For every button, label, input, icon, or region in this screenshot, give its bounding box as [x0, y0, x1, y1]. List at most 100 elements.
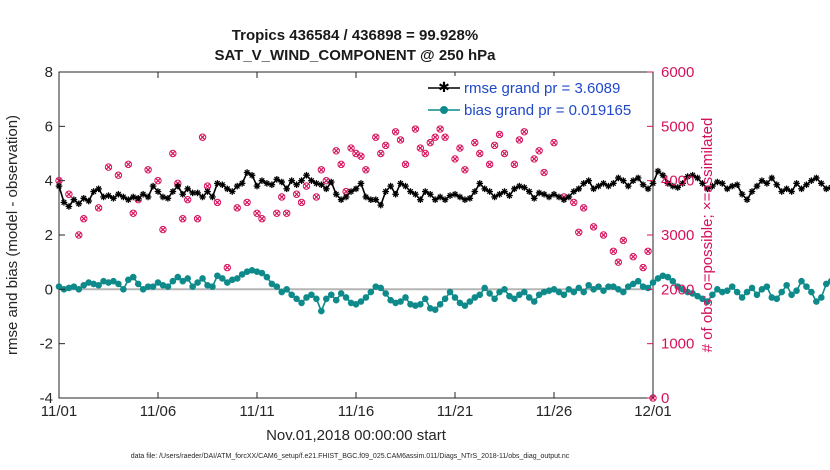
star-stroke	[684, 173, 691, 180]
star-stroke	[313, 180, 320, 187]
star-stroke	[368, 196, 374, 203]
obs-possible-point	[391, 128, 400, 136]
obs-assimilated-point	[80, 215, 87, 222]
obs-assimilated-point	[318, 166, 325, 173]
bias-point	[273, 283, 281, 290]
bias-point	[154, 279, 162, 286]
bias-point	[318, 307, 325, 315]
star-stroke	[551, 191, 557, 198]
obs-assimilated-stroke	[452, 156, 458, 162]
obs-possible-point	[382, 141, 390, 150]
rmse-point	[174, 182, 182, 190]
rmse-point	[733, 181, 741, 189]
rmse-point	[362, 193, 370, 201]
star-stroke	[170, 188, 176, 195]
bias-point	[699, 295, 706, 303]
obs-possible-point	[599, 231, 608, 239]
star-stroke	[457, 194, 463, 200]
obs-assimilated-stroke	[551, 139, 557, 146]
obs-assimilated-point	[392, 128, 399, 135]
star-stroke	[90, 188, 97, 195]
star-stroke	[293, 181, 300, 188]
rmse-point	[179, 190, 187, 198]
bias-point	[496, 288, 503, 296]
rmse-point	[560, 196, 568, 203]
obs-assimilated-stroke	[486, 161, 493, 168]
bias-point	[431, 306, 439, 314]
obs-assimilated-stroke	[476, 150, 483, 157]
obs-possible-point	[80, 215, 88, 223]
bias-point	[149, 283, 157, 290]
bias-point	[461, 302, 469, 309]
obs-assimilated-point	[283, 210, 290, 217]
star-stroke	[595, 183, 602, 189]
obs-assimilated-point	[259, 215, 265, 222]
bias-point	[763, 283, 771, 290]
data-series	[55, 167, 830, 315]
obs-assimilated-stroke	[155, 177, 161, 184]
obs-assimilated-stroke	[580, 205, 587, 211]
star-stroke	[516, 183, 523, 189]
obs-possible-point	[253, 209, 261, 217]
rmse-point	[60, 199, 68, 206]
obs-assimilated-stroke	[115, 172, 122, 179]
bias-point	[530, 298, 538, 305]
star-stroke	[417, 196, 424, 203]
obs-possible-point	[416, 144, 425, 152]
obs-assimilated-point	[536, 147, 542, 154]
bias-point	[624, 283, 632, 290]
star-stroke	[269, 181, 275, 188]
obs-assimilated-stroke	[363, 166, 369, 173]
obs-assimilated-point	[551, 139, 557, 146]
star-stroke	[66, 203, 72, 210]
star-stroke	[764, 180, 770, 187]
obs-assimilated-point	[511, 161, 518, 168]
obs-possible-point	[515, 136, 524, 144]
rmse-point	[748, 188, 756, 195]
bias-point	[268, 280, 276, 288]
bias-point	[134, 280, 142, 288]
bias-point	[139, 286, 147, 293]
rmse-point	[654, 167, 662, 175]
bias-point	[377, 284, 385, 292]
bias-point	[209, 283, 216, 290]
obs-assimilated-stroke	[273, 210, 280, 217]
star-stroke	[462, 196, 468, 203]
obs-assimilated-stroke	[397, 137, 404, 143]
bias-point	[367, 288, 375, 296]
obs-assimilated-stroke	[199, 134, 206, 141]
obs-assimilated-point	[397, 137, 404, 143]
obs-assimilated-stroke	[259, 215, 265, 222]
y2-tick-label: 1000	[661, 336, 694, 353]
obs-assimilated-point	[541, 169, 547, 176]
rmse-point	[372, 196, 380, 203]
star-stroke	[788, 188, 795, 195]
bias-point	[743, 288, 751, 296]
bias-point	[169, 277, 177, 285]
obs-assimilated-point	[437, 126, 443, 132]
star-stroke	[298, 177, 305, 184]
obs-possible-point	[198, 133, 207, 141]
star-stroke	[244, 169, 250, 176]
x-tick-label: 11/01	[41, 403, 77, 420]
star-stroke	[382, 188, 389, 195]
obs-assimilated-stroke	[422, 150, 429, 157]
obs-possible-point	[302, 182, 311, 190]
rmse-point	[788, 188, 795, 195]
obs-possible-point	[540, 168, 548, 177]
rmse-point	[303, 171, 310, 179]
star-stroke	[501, 188, 508, 195]
obs-possible-point	[372, 133, 380, 141]
star-stroke	[209, 194, 216, 200]
star-stroke	[80, 195, 87, 202]
rmse-point	[649, 180, 657, 187]
rmse-point	[110, 195, 117, 202]
bias-point	[506, 292, 513, 300]
star-stroke	[184, 186, 191, 192]
y2-axis-label: # of obs: o=possible; ×=assimilated	[699, 118, 716, 353]
star-stroke	[556, 194, 562, 200]
obs-possible-point	[575, 228, 583, 236]
bias-point	[669, 277, 677, 285]
star-stroke	[259, 177, 265, 184]
star-stroke	[61, 199, 67, 206]
